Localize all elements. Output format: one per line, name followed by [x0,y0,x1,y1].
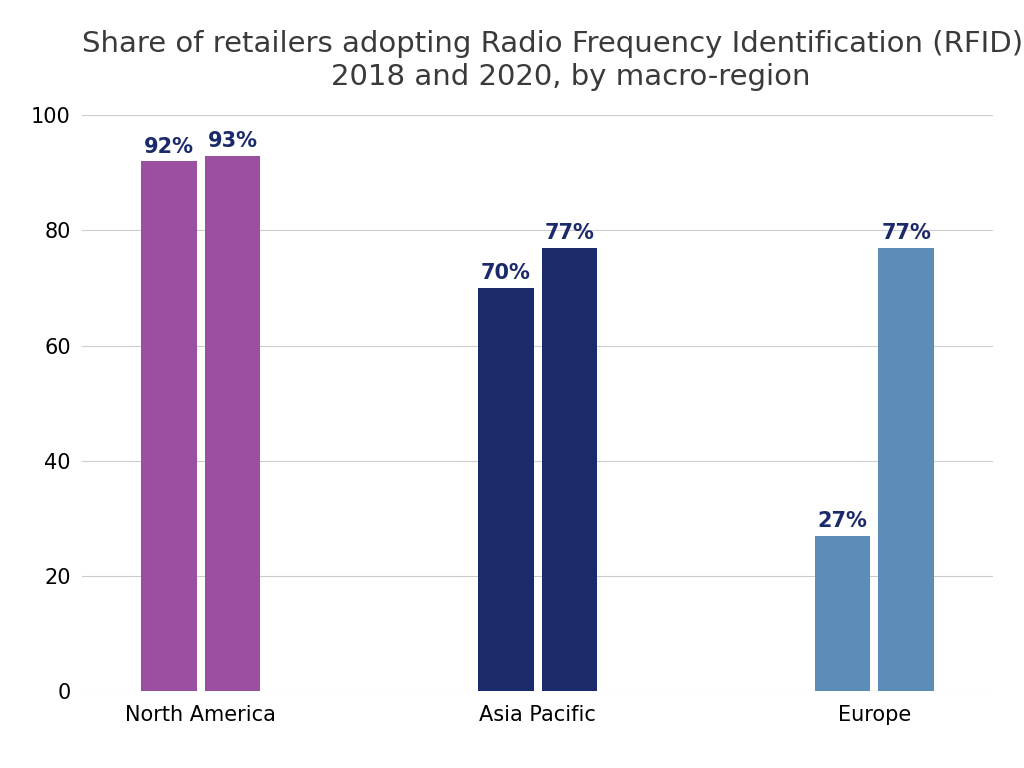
Text: 27%: 27% [818,511,867,531]
Bar [879,248,934,691]
Title: Share of retailers adopting Radio Frequency Identification (RFID) in
2018 and 20: Share of retailers adopting Radio Freque… [82,30,1024,91]
Text: 77%: 77% [882,223,931,243]
Text: 77%: 77% [545,223,594,243]
Bar [141,161,197,691]
Bar [205,156,260,691]
Text: 92%: 92% [144,137,195,157]
Text: 70%: 70% [481,263,530,283]
Bar [478,288,534,691]
Bar [542,248,597,691]
Text: 93%: 93% [208,131,257,151]
Bar [815,536,870,691]
